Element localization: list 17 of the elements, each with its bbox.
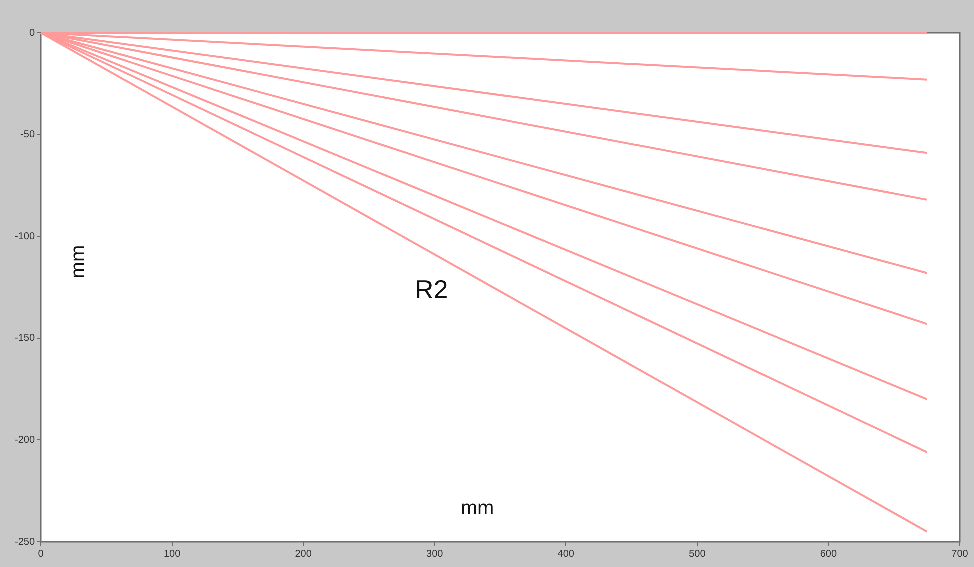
x-tick-label: 200 bbox=[295, 548, 312, 560]
x-tick-label: 700 bbox=[952, 548, 969, 560]
x-tick-label: 500 bbox=[689, 548, 706, 560]
y-tick-label: -100 bbox=[14, 231, 36, 242]
annotation: R2 bbox=[414, 274, 448, 305]
x-tick-label: 600 bbox=[820, 548, 838, 560]
x-tick-label: 300 bbox=[426, 548, 444, 560]
y-tick-label: -50 bbox=[20, 130, 36, 141]
y-tick-label: -200 bbox=[14, 434, 36, 446]
x-axis-title: mm bbox=[460, 498, 494, 520]
x-tick-label: 100 bbox=[164, 548, 182, 560]
y-tick-label: -150 bbox=[14, 333, 36, 344]
x-tick-label: 0 bbox=[38, 548, 44, 560]
x-tick-label: 400 bbox=[558, 548, 575, 560]
y-axis-title: mm bbox=[68, 245, 90, 279]
y-tick-label: -250 bbox=[14, 536, 36, 548]
y-tick-label: 0 bbox=[29, 28, 36, 39]
